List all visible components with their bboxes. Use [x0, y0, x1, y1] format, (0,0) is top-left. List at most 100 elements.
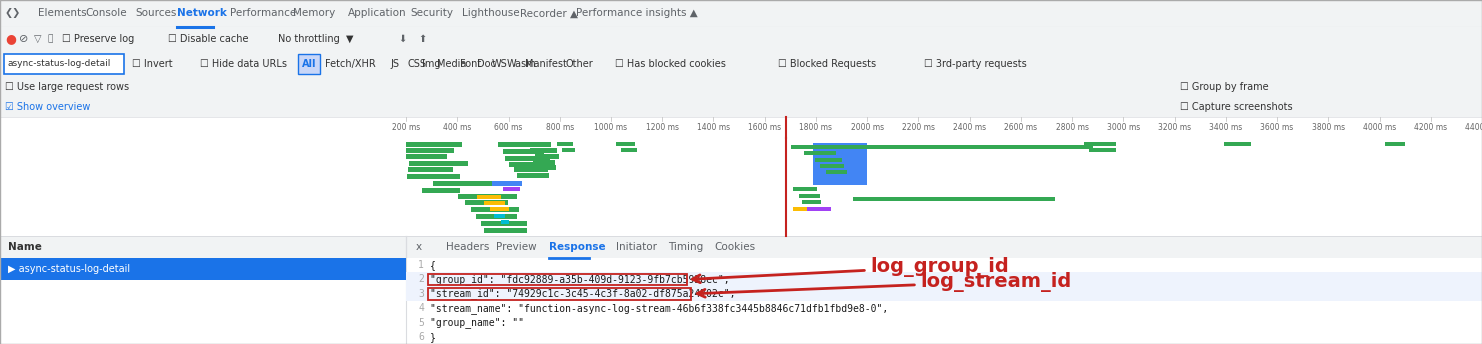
- Text: ☐ Capture screenshots: ☐ Capture screenshots: [1180, 102, 1292, 112]
- Text: Performance insights ▲: Performance insights ▲: [576, 9, 698, 19]
- Text: 4400 ms: 4400 ms: [1466, 123, 1482, 132]
- Bar: [476, 214, 517, 219]
- Text: Font: Font: [459, 59, 482, 69]
- Text: log_stream_id: log_stream_id: [698, 272, 1071, 297]
- Bar: [529, 165, 556, 170]
- Text: "stream_name": "function-async-log-stream-46b6f338fc3445b8846c71dfb1fbd9e8-0",: "stream_name": "function-async-log-strea…: [430, 303, 888, 314]
- Bar: [4, 54, 124, 74]
- Text: Media: Media: [437, 59, 467, 69]
- Bar: [0, 258, 406, 280]
- Text: 6: 6: [418, 332, 424, 342]
- Bar: [0, 97, 1482, 117]
- Text: 1200 ms: 1200 ms: [646, 123, 679, 132]
- Text: Sources: Sources: [135, 9, 176, 19]
- Bar: [805, 151, 836, 155]
- Text: ▽: ▽: [34, 34, 41, 44]
- Text: 400 ms: 400 ms: [443, 123, 471, 132]
- Text: ⬇: ⬇: [399, 34, 406, 44]
- Text: 2800 ms: 2800 ms: [1055, 123, 1089, 132]
- Text: "group_name": "": "group_name": "": [430, 317, 525, 328]
- Text: 2200 ms: 2200 ms: [903, 123, 935, 132]
- Text: ●: ●: [4, 32, 16, 45]
- Text: {: {: [430, 260, 436, 270]
- Bar: [465, 200, 508, 205]
- Bar: [0, 258, 1482, 344]
- Text: 3400 ms: 3400 ms: [1209, 123, 1242, 132]
- Text: Lighthouse: Lighthouse: [462, 9, 520, 19]
- Text: 4: 4: [418, 303, 424, 313]
- Bar: [492, 181, 522, 186]
- Text: ☐ Preserve log: ☐ Preserve log: [62, 34, 135, 44]
- Text: ☐ Disable cache: ☐ Disable cache: [167, 34, 249, 44]
- Bar: [0, 236, 1482, 258]
- Text: ☐ Group by frame: ☐ Group by frame: [1180, 82, 1269, 92]
- Bar: [799, 194, 821, 198]
- Bar: [406, 287, 1482, 301]
- Text: WS: WS: [492, 59, 508, 69]
- Bar: [406, 154, 448, 159]
- Text: 4200 ms: 4200 ms: [1414, 123, 1448, 132]
- Bar: [498, 142, 551, 147]
- Text: Elements: Elements: [39, 9, 86, 19]
- Bar: [812, 143, 867, 185]
- Text: Application: Application: [348, 9, 406, 19]
- Bar: [298, 54, 320, 74]
- Text: 600 ms: 600 ms: [495, 123, 523, 132]
- Bar: [0, 0, 1482, 27]
- Text: "group_id": "fdc92889-a35b-409d-9123-9fb7cb5938ec",: "group_id": "fdc92889-a35b-409d-9123-9fb…: [430, 274, 729, 285]
- Text: Other: Other: [565, 59, 593, 69]
- Text: 1400 ms: 1400 ms: [697, 123, 731, 132]
- Text: 3200 ms: 3200 ms: [1157, 123, 1192, 132]
- Text: Doc: Doc: [477, 59, 496, 69]
- Text: Headers: Headers: [446, 242, 489, 252]
- Text: 🔍: 🔍: [47, 34, 52, 43]
- Bar: [502, 149, 544, 154]
- Bar: [502, 187, 520, 191]
- Text: Recorder ▲: Recorder ▲: [520, 9, 578, 19]
- Text: ⊘: ⊘: [19, 34, 28, 44]
- Bar: [821, 164, 843, 169]
- Bar: [1386, 142, 1405, 146]
- Text: 2400 ms: 2400 ms: [953, 123, 986, 132]
- Bar: [406, 142, 462, 147]
- Text: 2600 ms: 2600 ms: [1005, 123, 1037, 132]
- Bar: [0, 138, 1482, 236]
- Bar: [1089, 148, 1116, 152]
- Bar: [852, 197, 1055, 201]
- Text: CSS: CSS: [408, 59, 427, 69]
- Bar: [791, 145, 1092, 149]
- Text: ❮❯: ❮❯: [4, 9, 21, 19]
- Bar: [517, 173, 550, 178]
- Bar: [621, 148, 637, 152]
- Bar: [1083, 142, 1116, 146]
- Bar: [406, 272, 1482, 287]
- Bar: [529, 148, 557, 153]
- Text: Wasm: Wasm: [507, 59, 536, 69]
- Bar: [483, 201, 505, 205]
- Text: 800 ms: 800 ms: [545, 123, 574, 132]
- Text: Img: Img: [422, 59, 440, 69]
- Text: Initiator: Initiator: [617, 242, 657, 252]
- Text: 3800 ms: 3800 ms: [1312, 123, 1344, 132]
- Text: 3: 3: [418, 289, 424, 299]
- Text: Manifest: Manifest: [525, 59, 568, 69]
- Text: 4000 ms: 4000 ms: [1363, 123, 1396, 132]
- Bar: [793, 187, 817, 191]
- Bar: [617, 142, 636, 146]
- Text: }: }: [430, 332, 436, 342]
- Bar: [408, 168, 453, 172]
- Text: Fetch/XHR: Fetch/XHR: [325, 59, 376, 69]
- Bar: [534, 160, 554, 164]
- Text: Performance: Performance: [230, 9, 296, 19]
- Text: ☐ Has blocked cookies: ☐ Has blocked cookies: [615, 59, 726, 69]
- Text: 1: 1: [418, 260, 424, 270]
- Bar: [433, 181, 498, 186]
- Bar: [793, 207, 812, 211]
- Text: 1800 ms: 1800 ms: [799, 123, 833, 132]
- Text: Security: Security: [411, 9, 453, 19]
- Text: 2: 2: [418, 275, 424, 284]
- Bar: [802, 200, 821, 204]
- Bar: [495, 214, 505, 218]
- Bar: [825, 170, 848, 174]
- Text: ▶ async-status-log-detail: ▶ async-status-log-detail: [7, 264, 130, 274]
